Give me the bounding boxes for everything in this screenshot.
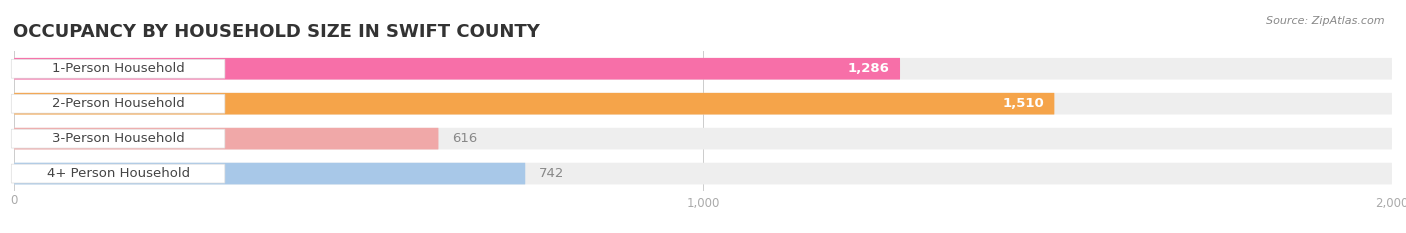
Text: 2-Person Household: 2-Person Household (52, 97, 184, 110)
FancyBboxPatch shape (11, 164, 225, 183)
FancyBboxPatch shape (14, 163, 526, 185)
FancyBboxPatch shape (11, 94, 225, 113)
FancyBboxPatch shape (14, 163, 1392, 185)
Text: 1,286: 1,286 (848, 62, 890, 75)
Text: 4+ Person Household: 4+ Person Household (46, 167, 190, 180)
FancyBboxPatch shape (14, 58, 900, 80)
Text: OCCUPANCY BY HOUSEHOLD SIZE IN SWIFT COUNTY: OCCUPANCY BY HOUSEHOLD SIZE IN SWIFT COU… (13, 23, 540, 41)
FancyBboxPatch shape (14, 128, 439, 150)
FancyBboxPatch shape (14, 58, 1392, 80)
FancyBboxPatch shape (14, 128, 1392, 150)
Text: 1-Person Household: 1-Person Household (52, 62, 184, 75)
Text: Source: ZipAtlas.com: Source: ZipAtlas.com (1267, 16, 1385, 26)
FancyBboxPatch shape (14, 93, 1054, 115)
Text: 0: 0 (10, 194, 18, 207)
FancyBboxPatch shape (11, 129, 225, 148)
Text: 3-Person Household: 3-Person Household (52, 132, 184, 145)
FancyBboxPatch shape (14, 93, 1392, 115)
Text: 1,510: 1,510 (1002, 97, 1045, 110)
FancyBboxPatch shape (11, 59, 225, 78)
Text: 742: 742 (538, 167, 564, 180)
Text: 616: 616 (453, 132, 478, 145)
